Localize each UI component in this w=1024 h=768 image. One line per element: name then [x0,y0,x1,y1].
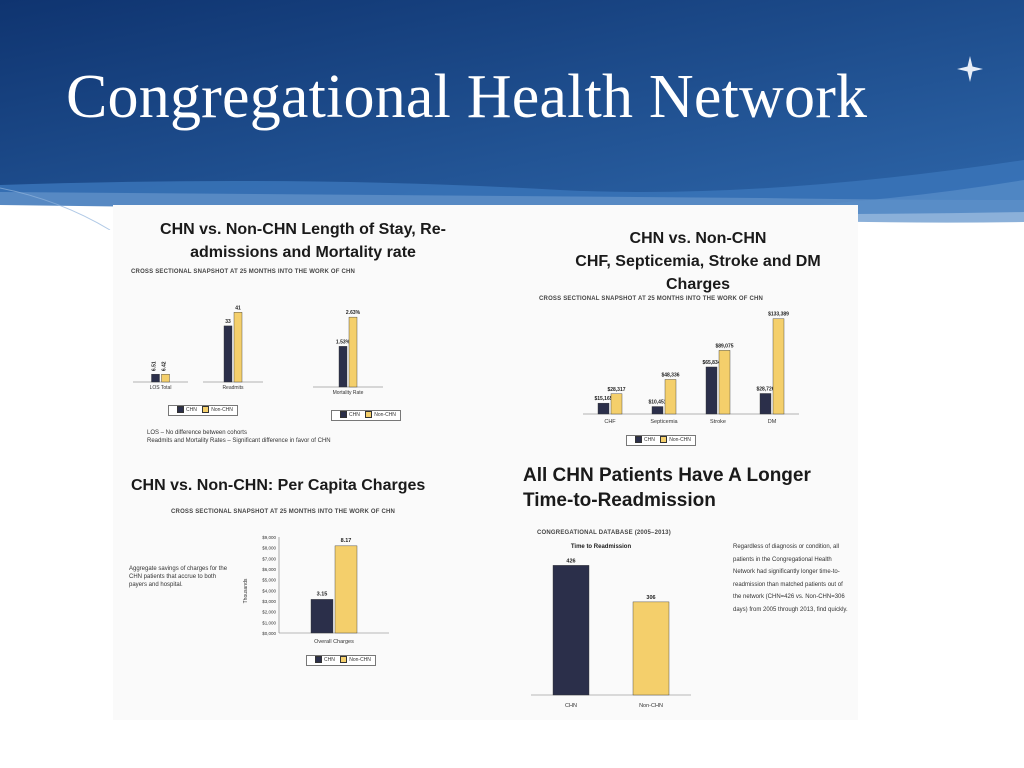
y-tick-label: $5,000 [262,578,276,583]
readmit-chart-title: Time to Readmission [571,544,632,550]
bar-non-chn-readmits [233,312,243,383]
bar-chn [552,565,590,696]
data-label: $65,834 [702,360,720,366]
bar-non-chn-mortality-rate [348,316,358,388]
stay-chart: 6.51 6.42 LOS Total 33 41 Readmits 1.53% 2.63% M… [133,305,383,395]
data-label: 8.17 [341,538,352,544]
data-label: $10,451 [648,400,666,406]
data-label: 6.51 [152,361,158,371]
category-label: LOS Total [150,385,172,391]
bar-non-chn-chf [610,393,623,415]
four-point-star-icon [957,56,983,82]
data-label: 306 [646,595,655,601]
scanned-document: CHN vs. Non-CHN Length of Stay, Re-admis… [113,205,858,720]
header-banner: Congregational Health Network [0,0,1024,230]
y-tick-label: $1,000 [262,620,276,625]
data-label: $28,726 [756,386,774,392]
percapita-legend: CHN Non-CHN [306,655,376,666]
charges-subtitle: CROSS SECTIONAL SNAPSHOT AT 25 MONTHS IN… [539,296,764,302]
data-label: 3.15 [317,591,328,597]
stay-note-readmits: Readmits and Mortality Rates – Significa… [147,438,331,444]
data-label: $28,317 [607,387,625,393]
percapita-title: CHN vs. Non-CHN: Per Capita Charges [131,477,426,494]
y-tick-label: $6,000 [262,567,276,572]
bar-non-chn-overall-charges [334,545,358,634]
data-label: 41 [235,305,241,311]
readmit-title-line2: Time-to-Readmission [523,490,716,511]
bar-non-chn-dm [772,318,785,415]
data-label: $89,075 [715,343,733,349]
percapita-chart: $9,000 $8,000 $7,000 $6,000 $5,000 $4,000 $3,0… [243,535,389,645]
slide-title: Congregational Health Network [66,63,868,131]
charges-title-line3: Charges [665,276,731,293]
y-tick-label: $4,000 [262,588,276,593]
category-label: CHN [565,703,577,709]
stay-chart-subtitle: CROSS SECTIONAL SNAPSHOT AT 25 MONTHS IN… [131,269,356,275]
readmit-chart: Time to Readmission 426 CHN 306 Non-CHN [531,544,691,709]
bar-chn-readmits [223,325,233,383]
stay-legend-2: CHN Non-CHN [331,410,401,421]
y-tick-label: $9,000 [262,535,276,540]
category-label: Non-CHN [639,703,663,709]
bar-non-chn [632,601,670,696]
data-label: 1.53% [336,339,351,345]
bar-non-chn-septicemia [664,379,677,415]
percapita-subtitle: CROSS SECTIONAL SNAPSHOT AT 25 MONTHS IN… [171,509,396,515]
data-label: $15,165 [594,396,612,402]
data-label: 6.42 [162,361,168,371]
data-label: $48,336 [661,372,679,378]
bar-chn-stroke [705,366,718,415]
y-tick-label: $0,000 [262,631,276,636]
bar-chn-overall-charges [310,599,334,634]
legend-swatch-chn [177,406,184,414]
category-label: Mortality Rate [333,390,364,395]
percapita-description: Aggregate savings of charges for the CHN… [129,566,228,588]
data-label: 33 [225,319,231,325]
charges-title-line1: CHN vs. Non-CHN [629,230,767,247]
readmit-title-line1: All CHN Patients Have A Longer [523,465,811,486]
category-label: Overall Charges [314,639,354,645]
y-tick-label: $3,000 [262,599,276,604]
bar-chn-mortality-rate [338,346,348,388]
y-tick-label: $2,000 [262,610,276,615]
stay-note-los: LOS – No difference between cohorts [147,430,247,436]
charges-chart: $15,165 $28,317 CHF $10,451 $48,336 Septicemi… [583,312,799,425]
bar-chn-dm [759,393,772,415]
category-label: Readmits [222,385,244,391]
y-tick-label: $7,000 [262,556,276,561]
bar-non-chn-stroke [718,350,731,415]
y-axis-label: Thousands [243,578,249,603]
charges-legend: CHN Non-CHN [626,435,696,446]
category-label: CHF [604,419,616,425]
readmit-description: Regardless of diagnosis or condition, al… [733,544,848,613]
data-label: 426 [566,558,575,564]
bar-chn-los-total [151,373,160,383]
bar-chn-chf [597,402,610,415]
category-label: Septicemia [650,419,678,425]
legend-swatch-non-chn [202,406,210,414]
y-tick-label: $8,000 [262,546,276,551]
category-label: Stroke [710,419,726,425]
stay-chart-title: CHN vs. Non-CHN Length of Stay, Re-admis… [160,221,446,261]
readmit-subtitle: CONGREGATIONAL DATABASE (2005–2013) [537,530,671,536]
bar-non-chn-los-total [161,374,170,383]
category-label: DM [768,419,777,425]
bar-chn-septicemia [651,406,664,415]
stay-legend: CHN Non-CHN [168,405,238,416]
data-label: 2.63% [346,310,361,316]
data-label: $133,389 [768,312,789,318]
charges-title-line2: CHF, Septicemia, Stroke and DM [575,253,821,270]
